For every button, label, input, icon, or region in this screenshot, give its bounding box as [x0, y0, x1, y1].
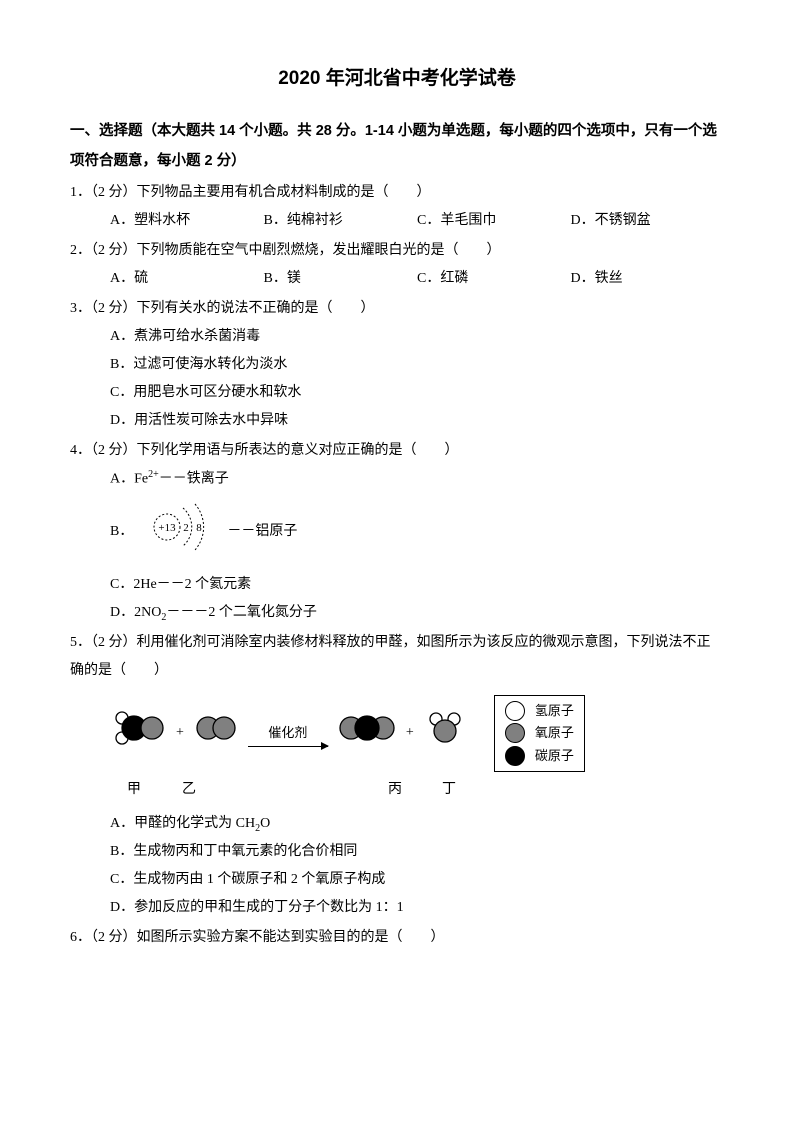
question-6: 6．（2 分）如图所示实验方案不能达到实验目的的是（ ） — [70, 924, 724, 952]
question-5: 5．（2 分）利用催化剂可消除室内装修材料释放的甲醛，如图所示为该反应的微观示意… — [70, 629, 724, 922]
q2-opt-a: A．硫 — [110, 265, 264, 293]
q2-stem: 2．（2 分）下列物质能在空气中剧烈燃烧，发出耀眼白光的是（ ） — [70, 237, 724, 265]
q3-opt-b: B．过滤可使海水转化为淡水 — [70, 351, 724, 379]
q1-stem: 1．（2 分）下列物品主要用有机合成材料制成的是（ ） — [70, 179, 724, 207]
molecule-bing — [338, 708, 396, 759]
q5-opt-a: A．甲醛的化学式为 CH2O — [70, 810, 724, 839]
q4-a-pre: A．Fe — [110, 472, 148, 487]
section-header: 一、选择题（本大题共 14 个小题。共 28 分。1-14 小题为单选题，每小题… — [70, 116, 724, 177]
q4-d-post: －－－2 个二氧化氮分子 — [166, 605, 317, 620]
atom-shell2: 8 — [197, 522, 203, 534]
q6-stem: 6．（2 分）如图所示实验方案不能达到实验目的的是（ ） — [70, 924, 724, 952]
q1-opt-d: D．不锈钢盆 — [571, 207, 725, 235]
plus-1: + — [176, 719, 184, 747]
label-yi: 乙 — [158, 776, 220, 804]
plus-2: + — [406, 719, 414, 747]
question-4: 4．（2 分）下列化学用语与所表达的意义对应正确的是（ ） A．Fe2+－－铁离… — [70, 437, 724, 627]
q3-opt-c: C．用肥皂水可区分硬水和软水 — [70, 379, 724, 407]
q4-b-post: －－铝原子 — [227, 518, 297, 546]
question-3: 3．（2 分）下列有关水的说法不正确的是（ ） A．煮沸可给水杀菌消毒 B．过滤… — [70, 295, 724, 435]
molecule-labels: 甲 乙 丙 丁 — [70, 776, 724, 804]
catalyst-label: 催化剂 — [268, 720, 307, 746]
q1-opt-a: A．塑料水杯 — [110, 207, 264, 235]
q5-a-pre: A．甲醛的化学式为 CH — [110, 816, 255, 831]
q5-opt-c: C．生成物丙由 1 个碳原子和 2 个氧原子构成 — [70, 866, 724, 894]
page-title: 2020 年河北省中考化学试卷 — [70, 60, 724, 98]
q3-opt-a: A．煮沸可给水杀菌消毒 — [70, 323, 724, 351]
q5-a-post: O — [260, 816, 270, 831]
legend-h-label: 氢原子 — [535, 700, 574, 722]
q4-b-pre: B． — [110, 518, 133, 546]
label-bing: 丙 — [370, 776, 420, 804]
atom-center: +13 — [159, 522, 177, 534]
q1-opt-c: C．羊毛围巾 — [417, 207, 571, 235]
q4-opt-a: A．Fe2+－－铁离子 — [70, 465, 724, 494]
label-jia: 甲 — [110, 776, 158, 804]
atom-structure-icon: +13 2 8 — [145, 498, 215, 567]
q5-opt-d: D．参加反应的甲和生成的丁分子个数比为 1：1 — [70, 894, 724, 922]
reaction-diagram: + 催化剂 + — [70, 695, 724, 771]
question-1: 1．（2 分）下列物品主要用有机合成材料制成的是（ ） A．塑料水杯 B．纯棉衬… — [70, 179, 724, 235]
q4-a-sup: 2+ — [148, 469, 159, 480]
q4-d-pre: D．2NO — [110, 605, 161, 620]
q3-stem: 3．（2 分）下列有关水的说法不正确的是（ ） — [70, 295, 724, 323]
legend-box: 氢原子 氧原子 碳原子 — [494, 695, 585, 771]
q4-stem: 4．（2 分）下列化学用语与所表达的意义对应正确的是（ ） — [70, 437, 724, 465]
molecule-yi — [194, 708, 238, 759]
o-atom-icon — [505, 723, 525, 743]
legend-c-label: 碳原子 — [535, 745, 574, 767]
q2-options: A．硫 B．镁 C．红磷 D．铁丝 — [70, 265, 724, 293]
q4-opt-d: D．2NO2－－－2 个二氧化氮分子 — [70, 599, 724, 628]
atom-shell1: 2 — [184, 522, 190, 534]
label-ding: 丁 — [420, 776, 478, 804]
q3-opt-d: D．用活性炭可除去水中异味 — [70, 407, 724, 435]
reaction-arrow: 催化剂 — [248, 720, 328, 747]
arrow-icon — [248, 746, 328, 747]
q4-a-post: －－铁离子 — [159, 472, 229, 487]
q2-opt-d: D．铁丝 — [571, 265, 725, 293]
molecule-ding — [424, 708, 464, 759]
q1-opt-b: B．纯棉衬衫 — [264, 207, 418, 235]
h-atom-icon — [505, 701, 525, 721]
molecule-jia — [110, 708, 166, 759]
legend-o-label: 氧原子 — [535, 722, 574, 744]
q2-opt-c: C．红磷 — [417, 265, 571, 293]
legend-c: 碳原子 — [505, 745, 574, 767]
c-atom-icon — [505, 746, 525, 766]
q4-opt-b: B． +13 2 8 －－铝原子 — [70, 494, 724, 571]
q5-opt-b: B．生成物丙和丁中氧元素的化合价相同 — [70, 838, 724, 866]
q5-stem: 5．（2 分）利用催化剂可消除室内装修材料释放的甲醛，如图所示为该反应的微观示意… — [70, 629, 724, 685]
q1-options: A．塑料水杯 B．纯棉衬衫 C．羊毛围巾 D．不锈钢盆 — [70, 207, 724, 235]
legend-o: 氧原子 — [505, 722, 574, 744]
question-2: 2．（2 分）下列物质能在空气中剧烈燃烧，发出耀眼白光的是（ ） A．硫 B．镁… — [70, 237, 724, 293]
q2-opt-b: B．镁 — [264, 265, 418, 293]
legend-h: 氢原子 — [505, 700, 574, 722]
q4-opt-c: C．2He－－2 个氦元素 — [70, 571, 724, 599]
